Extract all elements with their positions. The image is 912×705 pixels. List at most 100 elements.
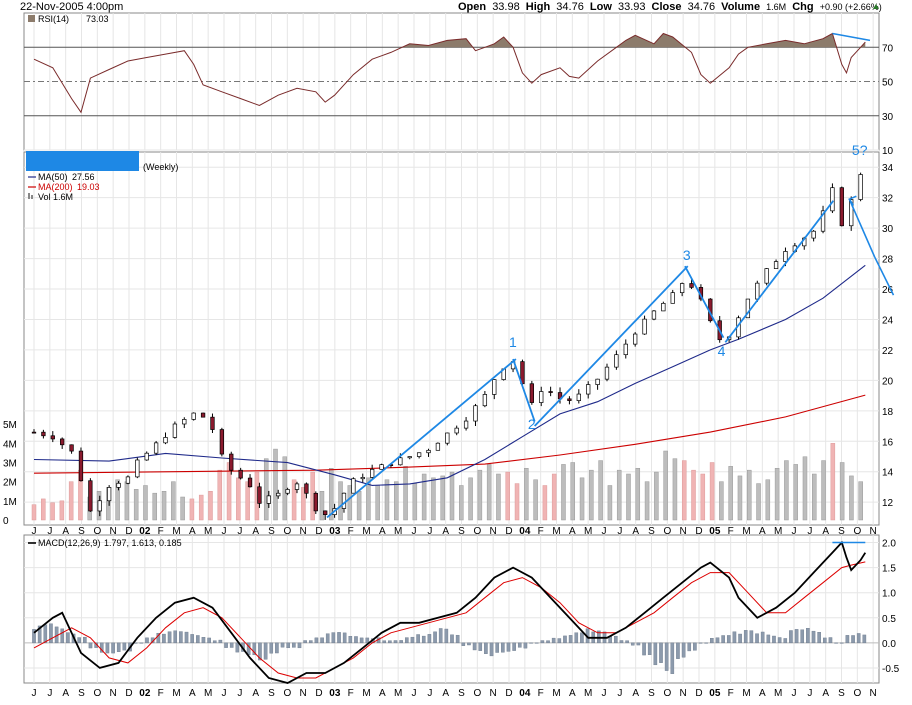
candle-body xyxy=(811,230,816,239)
macd-histogram-bar xyxy=(184,631,189,644)
macd-histogram-bar xyxy=(574,632,579,644)
candle-body xyxy=(41,431,46,437)
x-axis-bottom: J J A S O N D 02 F M A M J J A S O N D 03 F M A M J J A S O N D 04 F M A M J… xyxy=(32,688,877,699)
x-axis-label: N xyxy=(300,688,307,699)
macd-histogram-bar xyxy=(438,628,443,644)
x-axis-label: D xyxy=(125,526,132,537)
candle-body xyxy=(633,333,638,345)
macd-histogram-bar xyxy=(823,637,827,644)
macd-histogram-bar xyxy=(856,633,861,644)
candle-body xyxy=(50,435,55,440)
macd-histogram-bar xyxy=(167,631,172,644)
volume-bar xyxy=(570,462,576,521)
x-axis-label: J xyxy=(427,526,432,537)
candle-body xyxy=(106,487,112,502)
x-axis-label: J xyxy=(237,526,242,537)
volume-bar xyxy=(514,483,520,521)
candle-body xyxy=(285,489,290,494)
x-axis-label: F xyxy=(728,688,734,699)
macd-histogram-bar xyxy=(111,642,115,654)
x-axis-label: J xyxy=(222,688,227,699)
macd-histogram-bar xyxy=(625,640,629,644)
candle-body xyxy=(454,427,459,434)
x-axis-label: S xyxy=(648,526,655,537)
macd-histogram-bar xyxy=(495,642,499,653)
price-grid xyxy=(24,152,879,525)
x-axis-label: O xyxy=(473,688,481,699)
candle-body xyxy=(586,384,591,395)
volume-bar xyxy=(551,473,557,521)
low-value: 33.93 xyxy=(618,1,646,13)
x-axis-label: M xyxy=(774,688,782,699)
macd-histogram-bar xyxy=(557,638,562,644)
candle-body xyxy=(773,261,779,269)
volume-bar xyxy=(737,475,743,521)
candle-body xyxy=(97,500,102,512)
macd-histogram-bar xyxy=(60,628,65,644)
macd-histogram-bar xyxy=(721,635,725,644)
candle-body xyxy=(88,480,93,512)
vol-legend-swatch xyxy=(28,193,30,199)
macd-histogram-bar xyxy=(478,642,483,651)
price-tick-label: 28 xyxy=(882,255,894,266)
volume-bar xyxy=(644,481,650,521)
volume-bar xyxy=(115,479,120,521)
x-axis-label: J xyxy=(602,688,607,699)
candle-body xyxy=(529,383,534,403)
macd-histogram-bar xyxy=(597,630,601,644)
x-axis-label: F xyxy=(538,688,544,699)
x-axis-label: N xyxy=(680,526,687,537)
x-axis-label: J xyxy=(47,688,52,699)
macd-histogram-bar xyxy=(173,630,178,644)
trend-line xyxy=(534,265,689,427)
candles xyxy=(31,172,863,520)
candle-body xyxy=(219,429,225,455)
macd-histogram-bar xyxy=(461,642,466,646)
macd-histogram-bar xyxy=(710,638,714,644)
volume-bar xyxy=(496,473,501,521)
x-axis-label: J xyxy=(807,688,812,699)
volume-tick-label: 1M xyxy=(3,497,17,508)
macd-histogram-bar xyxy=(755,633,759,644)
macd-histogram-bar xyxy=(580,632,584,644)
trend-line xyxy=(684,265,725,339)
rsi-tick-label: 30 xyxy=(882,112,894,123)
macd-histogram-bar xyxy=(760,631,765,644)
macd-histogram-bar xyxy=(619,640,624,644)
rsi-divergence-line xyxy=(832,32,871,42)
rsi-legend-name: RSI(14) xyxy=(38,14,69,24)
macd-tick-label: 0.0 xyxy=(882,639,896,650)
macd-histogram-bar xyxy=(105,642,110,654)
chg-value: +0.90 (+2.66%) xyxy=(820,2,882,12)
volume-bar xyxy=(821,460,826,521)
x-axis-label: O xyxy=(473,526,481,537)
volume-bar xyxy=(681,460,687,521)
candle-body xyxy=(661,302,666,312)
volume-bar xyxy=(746,469,752,521)
x-axis-label: M xyxy=(394,526,402,537)
macd-histogram-bar xyxy=(342,632,347,644)
x-axis-label: 03 xyxy=(329,688,341,699)
wave-label: 3 xyxy=(683,247,691,263)
macd-histogram-bar xyxy=(783,638,788,644)
macd-histogram-bar xyxy=(156,632,161,644)
macd-histogram-bar xyxy=(405,637,409,644)
candle-body xyxy=(229,453,234,471)
scroll-up-arrow-icon[interactable] xyxy=(873,4,879,9)
x-axis-label: F xyxy=(728,526,734,537)
macd-histogram-bar xyxy=(715,637,720,644)
macd-histogram-bar xyxy=(325,633,330,644)
volume-bar xyxy=(672,458,678,521)
macd-histogram-bar xyxy=(467,642,471,646)
volume-bar xyxy=(830,443,836,521)
macd-histogram-bar xyxy=(738,633,742,644)
volume-bar xyxy=(616,469,622,521)
macd-histogram-bar xyxy=(766,634,771,644)
macd-histogram-bar xyxy=(568,635,573,644)
candle-body xyxy=(463,420,469,429)
rsi-legend-swatch xyxy=(28,15,35,22)
price-tick-label: 30 xyxy=(882,224,894,235)
x-axis-label: S xyxy=(268,526,275,537)
x-axis-label: S xyxy=(458,688,465,699)
macd-histogram-bar xyxy=(670,642,675,674)
